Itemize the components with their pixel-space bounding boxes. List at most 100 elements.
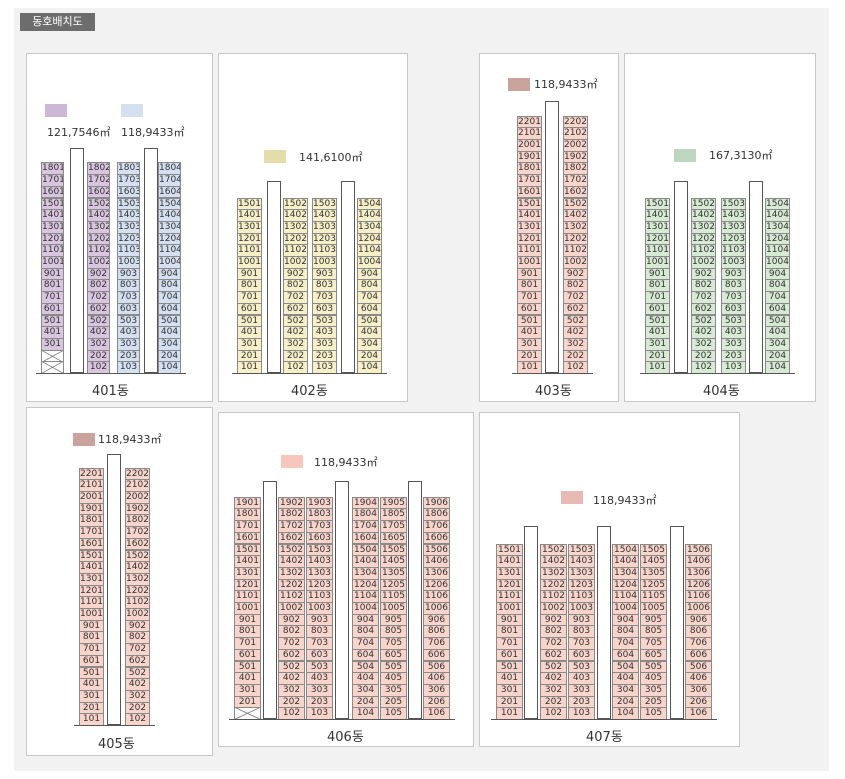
core-tower — [545, 101, 559, 373]
unit-cell: 1102 — [278, 590, 305, 603]
unit-cell: 1503 — [721, 197, 746, 211]
unit-cell: 402 — [283, 326, 308, 339]
pilotis-cross-icon — [235, 708, 260, 720]
unit-cell: 802 — [87, 279, 110, 293]
unit-cell: 1202 — [691, 232, 716, 246]
unit-cell: 303 — [721, 337, 746, 351]
unit-cell: 401 — [79, 678, 104, 691]
unit-cell: 401 — [237, 326, 262, 339]
unit-cell: 302 — [540, 683, 567, 697]
unit-cell: 301 — [79, 689, 104, 703]
unit-cell: 1701 — [234, 520, 261, 533]
unit-cell: 602 — [283, 302, 308, 316]
unit-cell: 1001 — [41, 256, 64, 269]
building-name: 407동 — [586, 730, 623, 745]
unit-cell: 1301 — [41, 220, 64, 234]
unit-cell: 502 — [283, 314, 308, 328]
unit-cell: 1402 — [125, 561, 150, 574]
unit-cell: 802 — [283, 279, 308, 293]
unit-cell: 1104 — [612, 590, 639, 603]
unit-cell: 1005 — [380, 602, 407, 615]
unit-cell: 801 — [41, 279, 64, 293]
unit-cell: 202 — [283, 349, 308, 363]
unit-cell: 1601 — [41, 185, 64, 199]
unit-cell: 1302 — [540, 566, 567, 580]
unit-cell: 601 — [645, 302, 670, 316]
unit-cell: 303 — [568, 683, 595, 697]
unit-cell: 1605 — [380, 531, 407, 545]
unit-cell: 1304 — [357, 220, 382, 234]
unit-cell: 1404 — [357, 209, 382, 222]
unit-cell: 902 — [540, 613, 567, 627]
unit-cell: 601 — [79, 654, 104, 668]
unit-cell: 602 — [278, 648, 305, 662]
unit-cell: 1906 — [423, 496, 450, 510]
unit-cell: 503 — [568, 660, 595, 674]
unit-cell: 203 — [117, 349, 140, 363]
unit-cell: 603 — [721, 302, 746, 316]
unit-cell: 1301 — [79, 572, 104, 586]
unit-cell: 402 — [540, 672, 567, 685]
unit-cell: 1802 — [563, 162, 588, 176]
unit-cell: 1802 — [278, 508, 305, 522]
unit-cell: 403 — [306, 672, 333, 685]
unit-cell: 202 — [540, 695, 567, 709]
unit-cell: 1701 — [41, 174, 64, 187]
unit-cell: 704 — [357, 291, 382, 304]
unit-cell: 1001 — [79, 608, 104, 621]
unit-cell: 1103 — [312, 244, 337, 257]
unit-cell: 1003 — [568, 602, 595, 615]
area-label: 118,9433㎡ — [98, 433, 162, 446]
unit-cell: 801 — [79, 631, 104, 645]
unit-cell: 801 — [234, 625, 261, 639]
unit-cell: 1404 — [158, 209, 181, 222]
unit-cell: 803 — [568, 625, 595, 639]
unit-cell: 1501 — [496, 543, 523, 557]
area-swatch — [561, 491, 583, 504]
unit-cell: 1502 — [563, 197, 588, 211]
unit-cell: 404 — [352, 672, 379, 685]
unit-cell: 1502 — [278, 543, 305, 557]
unit-cell: 404 — [158, 326, 181, 339]
area-label: 121,7546㎡ — [47, 126, 111, 139]
unit-cell: 602 — [563, 302, 588, 316]
unit-cell: 1303 — [117, 220, 140, 234]
unit-cell: 1104 — [352, 590, 379, 603]
unit-cell: 601 — [41, 302, 64, 316]
unit-cell: 1506 — [423, 543, 450, 557]
unit-cell: 1301 — [645, 220, 670, 234]
unit-cell: 1403 — [568, 555, 595, 568]
unit-cell: 1001 — [237, 256, 262, 269]
unit-cell: 304 — [352, 683, 379, 697]
unit-cell: 506 — [685, 660, 712, 674]
unit-cell: 1503 — [117, 197, 140, 211]
page-title: 동호배치도 — [20, 13, 95, 31]
building-name: 404동 — [703, 384, 740, 399]
unit-cell: 1405 — [380, 555, 407, 568]
unit-cell: 604 — [765, 302, 790, 316]
core-tower — [597, 526, 611, 719]
unit-cell: 1302 — [283, 220, 308, 234]
unit-cell: 206 — [423, 695, 450, 709]
unit-cell: 1504 — [357, 197, 382, 211]
unit-cell: 1403 — [312, 209, 337, 222]
ground-line — [232, 373, 387, 374]
unit-cell: 1304 — [765, 220, 790, 234]
unit-cell: 603 — [568, 648, 595, 662]
unit-cell: 202 — [691, 349, 716, 363]
unit-cell: 2002 — [563, 139, 588, 152]
building-name: 405동 — [98, 737, 135, 752]
unit-cell: 1204 — [158, 232, 181, 246]
unit-cell: 303 — [117, 337, 140, 351]
unit-cell: 402 — [87, 326, 110, 339]
unit-cell: 501 — [645, 314, 670, 328]
unit-cell: 1302 — [563, 220, 588, 234]
unit-cell: 1303 — [568, 566, 595, 580]
unit-cell: 806 — [685, 625, 712, 639]
unit-cell: 905 — [640, 613, 667, 627]
unit-cell: 704 — [612, 637, 639, 650]
unit-cell: 503 — [306, 660, 333, 674]
building-name: 401동 — [92, 384, 129, 399]
core-tower — [408, 481, 422, 719]
unit-cell: 604 — [612, 648, 639, 662]
